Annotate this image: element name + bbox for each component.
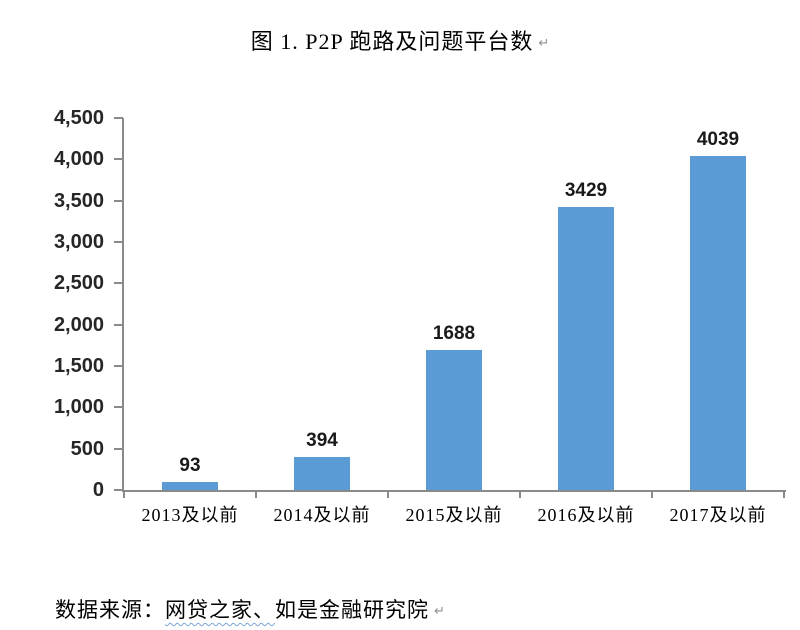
y-axis-tick-label: 1,500	[53, 355, 104, 377]
y-axis-tick	[114, 241, 123, 243]
y-axis-tick	[114, 117, 123, 119]
x-axis-category-label: 2014及以前	[273, 505, 371, 525]
x-axis-tick	[783, 492, 785, 498]
bar	[690, 156, 746, 490]
x-axis-category-label: 2015及以前	[405, 505, 503, 525]
y-axis-tick	[114, 199, 123, 202]
x-axis-tick	[387, 492, 389, 498]
y-axis-tick	[114, 158, 123, 161]
chart-title-text: 图 1. P2P 跑路及问题平台数	[250, 29, 534, 54]
y-axis-tick	[114, 282, 123, 285]
y-axis-tick-label: 3,000	[53, 231, 104, 253]
x-axis-category-label: 2017及以前	[669, 505, 767, 525]
chart-title: 图 1. P2P 跑路及问题平台数 ↵	[0, 24, 800, 56]
y-axis-tick-label: 1,000	[53, 396, 104, 419]
bar-value-label: 93	[179, 455, 201, 476]
bar	[294, 457, 350, 490]
bar-value-label: 3429	[564, 180, 608, 201]
bar	[426, 350, 482, 490]
x-axis-line	[122, 490, 786, 492]
y-axis-tick	[114, 489, 123, 491]
plot-area: 93 394 1688 3429 4039	[114, 117, 786, 498]
paragraph-return-mark-icon: ↵	[538, 36, 550, 51]
bar	[558, 207, 614, 490]
y-axis-tick	[114, 447, 123, 450]
x-axis-category-label: 2016及以前	[537, 505, 635, 525]
x-axis-tick	[255, 492, 257, 498]
bar-value-label: 4039	[696, 129, 740, 150]
y-axis-tick	[114, 365, 123, 367]
y-axis-tick-label: 3,500	[53, 189, 104, 212]
y-axis-tick	[114, 323, 123, 326]
x-axis-labels: 2013及以前 2014及以前 2015及以前 2016及以前 2017及以前	[124, 501, 784, 529]
x-axis-tick	[123, 492, 125, 498]
y-axis-tick	[114, 406, 123, 409]
source-name-rest: 如是金融研究院	[275, 598, 429, 622]
source-prefix: 数据来源：	[55, 598, 165, 622]
y-axis-tick-label: 2,000	[53, 313, 104, 336]
x-axis-category-label: 2013及以前	[141, 505, 239, 525]
y-axis-tick-label: 0	[92, 479, 104, 501]
y-axis-tick-label: 500	[70, 437, 104, 460]
source-name-underlined: 网贷之家、	[165, 598, 275, 622]
paragraph-return-mark-icon: ↵	[434, 604, 445, 619]
data-source-note: 数据来源：网贷之家、如是金融研究院 ↵	[55, 594, 445, 624]
y-axis-tick-label: 4,000	[53, 148, 104, 171]
bar-value-label: 394	[306, 430, 338, 451]
bar	[162, 482, 218, 490]
y-axis-line	[122, 118, 124, 492]
y-axis-labels: 0 500 1,000 1,500 2,000 2,500 3,000 3,500 4,000 4…	[0, 107, 104, 501]
bar-value-label: 1688	[432, 323, 476, 344]
y-axis-tick-label: 2,500	[53, 272, 104, 295]
x-axis-tick	[651, 492, 653, 498]
y-axis-tick-label: 4,500	[53, 107, 104, 129]
x-axis-tick	[519, 492, 521, 498]
